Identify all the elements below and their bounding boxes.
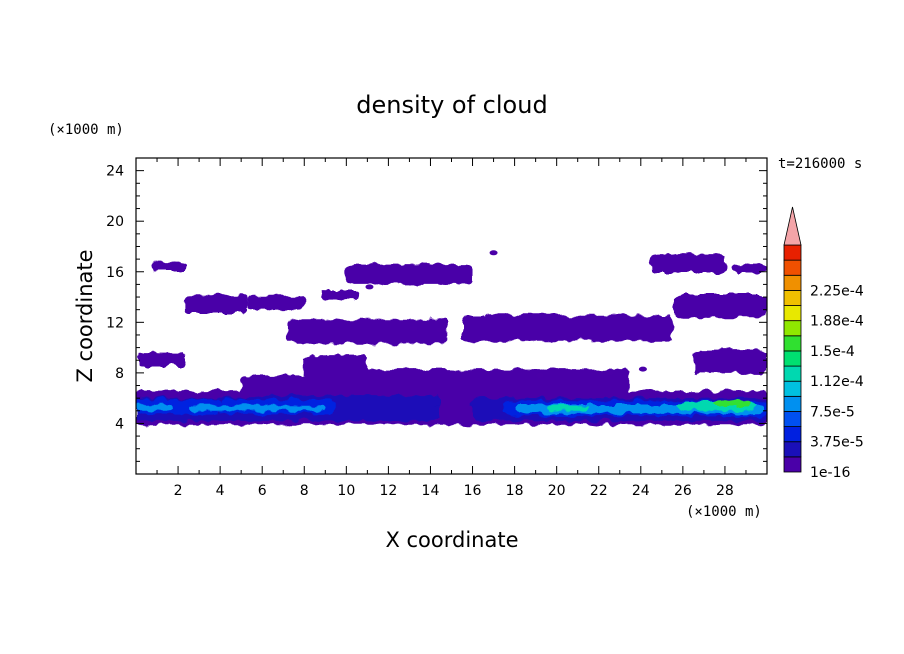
cloud-speck	[436, 327, 445, 333]
cloud-region	[346, 264, 473, 285]
colorbar-swatch	[783, 289, 802, 306]
cloud-region	[674, 294, 767, 318]
colorbar-label: 1.12e-4	[810, 374, 864, 390]
x-tick-label: 12	[379, 483, 397, 499]
y-axis: 4 8 12 16 20 24	[106, 157, 767, 475]
y-tick-label: 20	[106, 214, 124, 230]
x-tick-label: 10	[337, 483, 355, 499]
colorbar-label: 7.5e-5	[810, 404, 855, 420]
cloud-speck	[365, 284, 374, 290]
cloud-layer-green	[714, 400, 753, 408]
colorbar-swatch	[783, 274, 802, 291]
cloud-region	[184, 295, 248, 314]
colorbar-swatch	[783, 395, 802, 412]
colorbar-swatch	[783, 335, 802, 352]
colorbar-label: 1.88e-4	[810, 314, 864, 330]
x-tick-label: 18	[506, 483, 524, 499]
colorbar-swatch	[783, 305, 802, 322]
cloud-region	[651, 254, 725, 274]
x-tick-label: 2	[174, 483, 183, 499]
x-tick-label: 28	[716, 483, 734, 499]
x-tick-label: 24	[632, 483, 650, 499]
colorbar-swatch	[783, 320, 802, 337]
colorbar-swatch	[783, 411, 802, 428]
colorbar-swatch	[783, 259, 802, 276]
cloud-region	[714, 400, 753, 408]
cloud-region	[483, 314, 662, 324]
cloud-speck	[535, 372, 544, 378]
x-tick-label: 6	[258, 483, 267, 499]
cloud-speck	[409, 326, 418, 332]
time-label: t=216000 s	[778, 156, 862, 172]
colorbar-extend-arrow	[783, 206, 802, 246]
colorbar: 1e-16 3.75e-5 7.5e-5 1.12e-4 1.5e-4 1.88e-4 2.…	[783, 206, 864, 481]
x-tick-label: 8	[300, 483, 309, 499]
cloud-region	[304, 369, 631, 395]
plot-frame	[135, 157, 768, 475]
cloud-speck	[489, 250, 498, 256]
x-axis: 2 4 6 8 10 12 14 16 18 20 22 24 26 28	[135, 158, 768, 499]
y-tick-label: 24	[106, 164, 124, 180]
colorbar-swatch	[783, 365, 802, 382]
cloud-region	[693, 350, 767, 373]
colorbar-label: 2.25e-4	[810, 283, 864, 299]
plot-area	[136, 250, 767, 425]
x-axis-label: X coordinate	[385, 528, 518, 552]
cloud-region	[321, 289, 362, 300]
x-tick-label: 16	[464, 483, 482, 499]
cloud-region	[188, 405, 326, 411]
y-tick-label: 4	[115, 416, 124, 432]
colorbar-swatch	[783, 380, 802, 397]
cloud-speck	[605, 370, 614, 376]
colorbar-swatch	[783, 244, 802, 261]
colorbar-label: 1e-16	[810, 465, 850, 481]
colorbar-swatch	[783, 456, 802, 473]
y-axis-label: Z coordinate	[73, 249, 97, 382]
cloud-region	[546, 405, 589, 411]
x-tick-label: 22	[590, 483, 608, 499]
x-tick-label: 20	[548, 483, 566, 499]
cloud-region	[247, 295, 305, 310]
colorbar-label: 1.5e-4	[810, 344, 855, 360]
chart-title: density of cloud	[356, 91, 547, 119]
cloud-region	[731, 264, 767, 274]
cloud-region	[150, 261, 187, 271]
cloud-region	[287, 319, 448, 344]
y-tick-label: 12	[106, 315, 124, 331]
x-tick-label: 14	[422, 483, 440, 499]
x-tick-label: 26	[674, 483, 692, 499]
cloud-region	[136, 352, 187, 367]
colorbar-label: 3.75e-5	[810, 435, 864, 451]
colorbar-swatch	[783, 426, 802, 443]
cloud-speck	[638, 366, 647, 372]
y-tick-label: 16	[106, 265, 124, 281]
cloud-region	[136, 403, 174, 411]
y-axis-unit: (×1000 m)	[48, 122, 124, 138]
x-tick-label: 4	[216, 483, 225, 499]
y-tick-label: 8	[115, 366, 124, 382]
cloud-region	[241, 375, 313, 395]
x-axis-unit: (×1000 m)	[686, 504, 762, 520]
colorbar-swatch	[783, 441, 802, 458]
colorbar-swatch	[783, 350, 802, 367]
